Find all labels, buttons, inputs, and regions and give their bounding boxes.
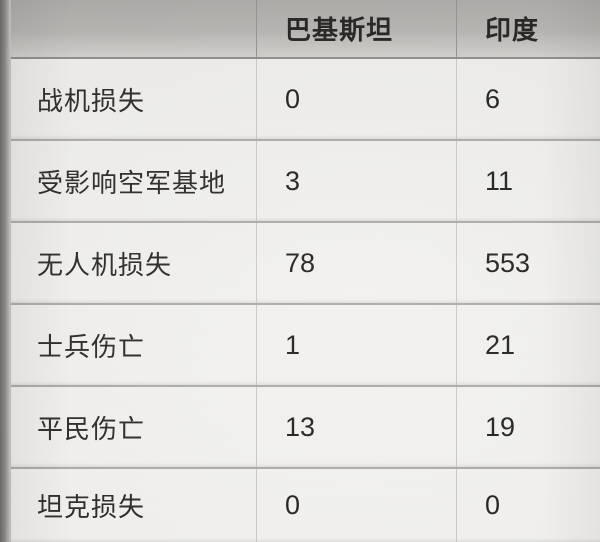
pakistan-value: 0 [285,490,301,520]
header-cell-pakistan: 巴基斯坦 [257,0,457,57]
table-row-fighter-losses: 战机损失 0 6 [11,59,600,141]
row-label-cell: 平民伤亡 [11,387,257,467]
pakistan-value-cell: 0 [257,59,457,139]
row-label-cell: 无人机损失 [11,223,257,303]
pakistan-value-cell: 0 [257,469,457,542]
india-value-cell: 6 [457,59,600,139]
row-label-cell: 坦克损失 [11,469,257,542]
row-label: 受影响空军基地 [37,167,227,198]
table-row-drone-losses: 无人机损失 78 553 [11,223,600,305]
row-label-cell: 士兵伤亡 [11,305,257,385]
row-label: 战机损失 [37,85,146,116]
table-header-row: 巴基斯坦 印度 [11,0,600,59]
header-cell-metric [11,0,257,57]
pakistan-value: 78 [285,247,316,278]
pakistan-value: 3 [285,165,301,196]
pakistan-value: 1 [285,329,301,360]
losses-comparison-table: 巴基斯坦 印度 战机损失 0 6 受影响空军基地 3 [10,0,600,542]
india-value-cell: 21 [457,305,600,385]
table-row-civilian-casualties: 平民伤亡 13 19 [11,387,600,469]
row-label-cell: 战机损失 [11,59,257,139]
header-cell-india: 印度 [457,0,600,57]
india-value-cell: 0 [457,469,600,542]
row-label: 平民伤亡 [37,413,146,444]
india-value-cell: 11 [457,141,600,221]
india-value: 0 [485,490,501,520]
row-label: 无人机损失 [37,249,173,280]
row-label-cell: 受影响空军基地 [11,141,257,221]
india-value: 553 [485,247,531,278]
table-row-tank-losses: 坦克损失 0 0 [11,469,600,542]
pakistan-value-cell: 1 [257,305,457,385]
pakistan-value: 13 [285,411,316,442]
india-value-cell: 19 [457,387,600,467]
row-label: 坦克损失 [37,492,146,522]
table-row-affected-airbases: 受影响空军基地 3 11 [11,141,600,223]
pakistan-value: 0 [285,83,301,114]
india-value-cell: 553 [457,223,600,303]
row-label: 士兵伤亡 [37,331,146,362]
pakistan-value-cell: 3 [257,141,457,221]
table-row-soldier-casualties: 士兵伤亡 1 21 [11,305,600,387]
pakistan-value-cell: 78 [257,223,457,303]
header-label-india: 印度 [485,15,540,45]
pakistan-value-cell: 13 [257,387,457,467]
india-value: 21 [485,329,516,360]
india-value: 11 [485,165,514,196]
header-label-pakistan: 巴基斯坦 [285,15,394,45]
india-value: 19 [485,411,516,442]
india-value: 6 [485,83,501,114]
photo-left-edge-shadow [0,0,10,542]
